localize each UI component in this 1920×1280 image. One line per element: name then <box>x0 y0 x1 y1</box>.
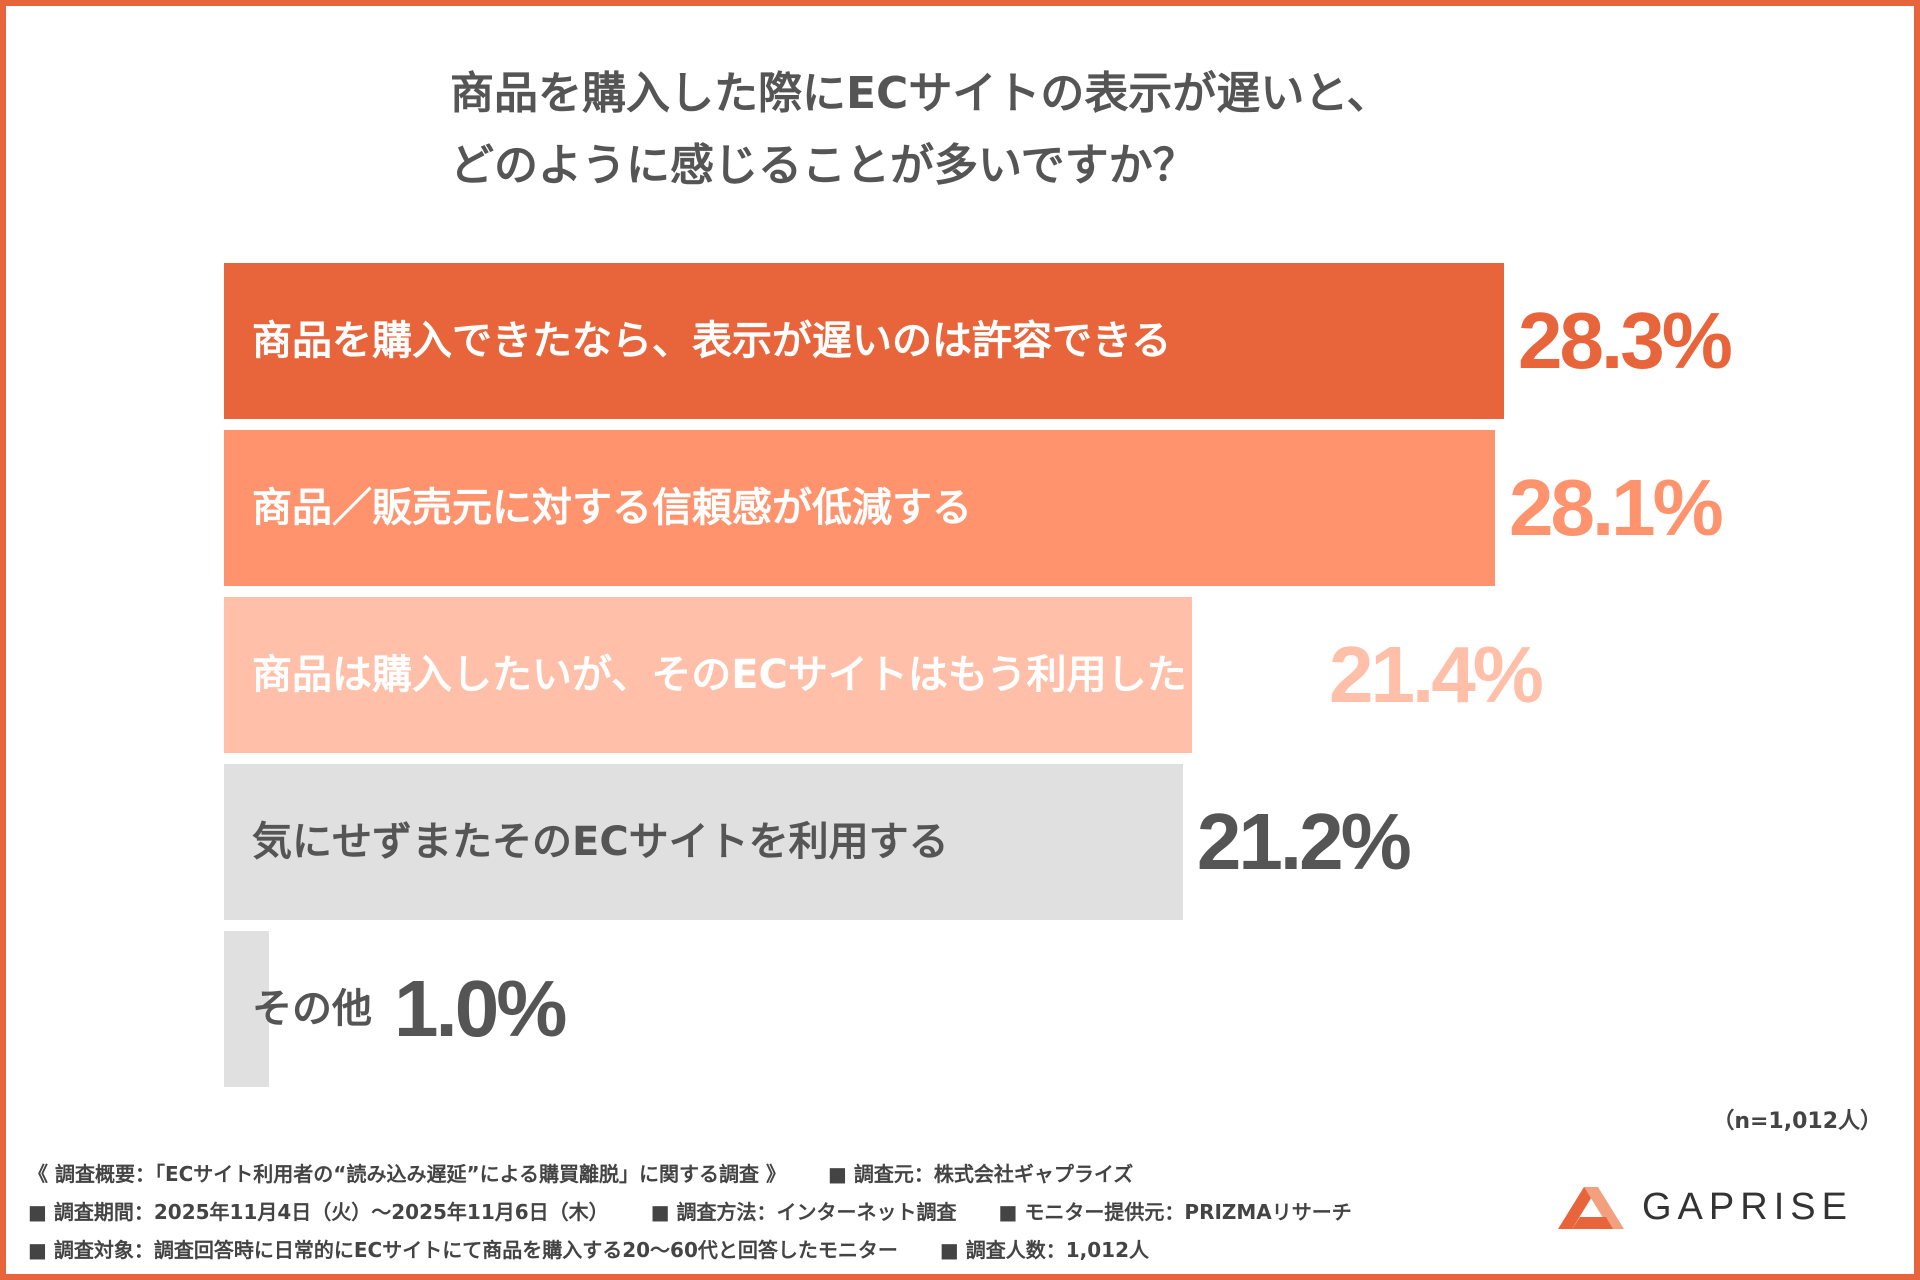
footer-survey-target: ■ 調査対象：調査回答時に日常的にECサイトにて商品を購入する20〜60代と回答… <box>28 1238 898 1262</box>
gaprise-logo-text: GAPRISE <box>1642 1186 1853 1228</box>
footer-survey-period: ■ 調査期間：2025年11月4日（火）〜2025年11月6日（木） <box>28 1200 609 1224</box>
chart-title: 商品を購入した際にECサイトの表示が遅いと、 どのように感じることが多いですか？ <box>450 58 1550 202</box>
footer-survey-method: ■ 調査方法：インターネット調査 <box>650 1200 957 1224</box>
gaprise-logo-mark-icon <box>1558 1186 1624 1229</box>
sample-size: （n=1,012人） <box>1712 1109 1882 1134</box>
gaprise-logo: GAPRISE <box>1558 1186 1853 1229</box>
footer-monitor-provider: ■ モニター提供元：PRIZMAリサーチ <box>998 1200 1352 1224</box>
footer-line-1: 《 調査概要：「ECサイト利用者の“読み込み遅延”による購買離脱」に関する調査 … <box>28 1158 1175 1187</box>
chart-title-line-1: 商品を購入した際にECサイトの表示が遅いと、 <box>450 68 1391 119</box>
footer-survey-source: ■ 調査元：株式会社ギャプライズ <box>827 1162 1134 1186</box>
footer-line-2: ■ 調査期間：2025年11月4日（火）〜2025年11月6日（木） ■ 調査方法… <box>28 1196 1394 1225</box>
footer-line-3: ■ 調査対象：調査回答時に日常的にECサイトにて商品を購入する20〜60代と回答… <box>28 1234 1191 1263</box>
chart-title-line-2: どのように感じることが多いですか？ <box>450 140 1197 191</box>
footer-survey-count: ■ 調査人数：1,012人 <box>939 1238 1149 1262</box>
footer-survey-summary: 《 調査概要：「ECサイト利用者の“読み込み遅延”による購買離脱」に関する調査 … <box>28 1162 786 1186</box>
